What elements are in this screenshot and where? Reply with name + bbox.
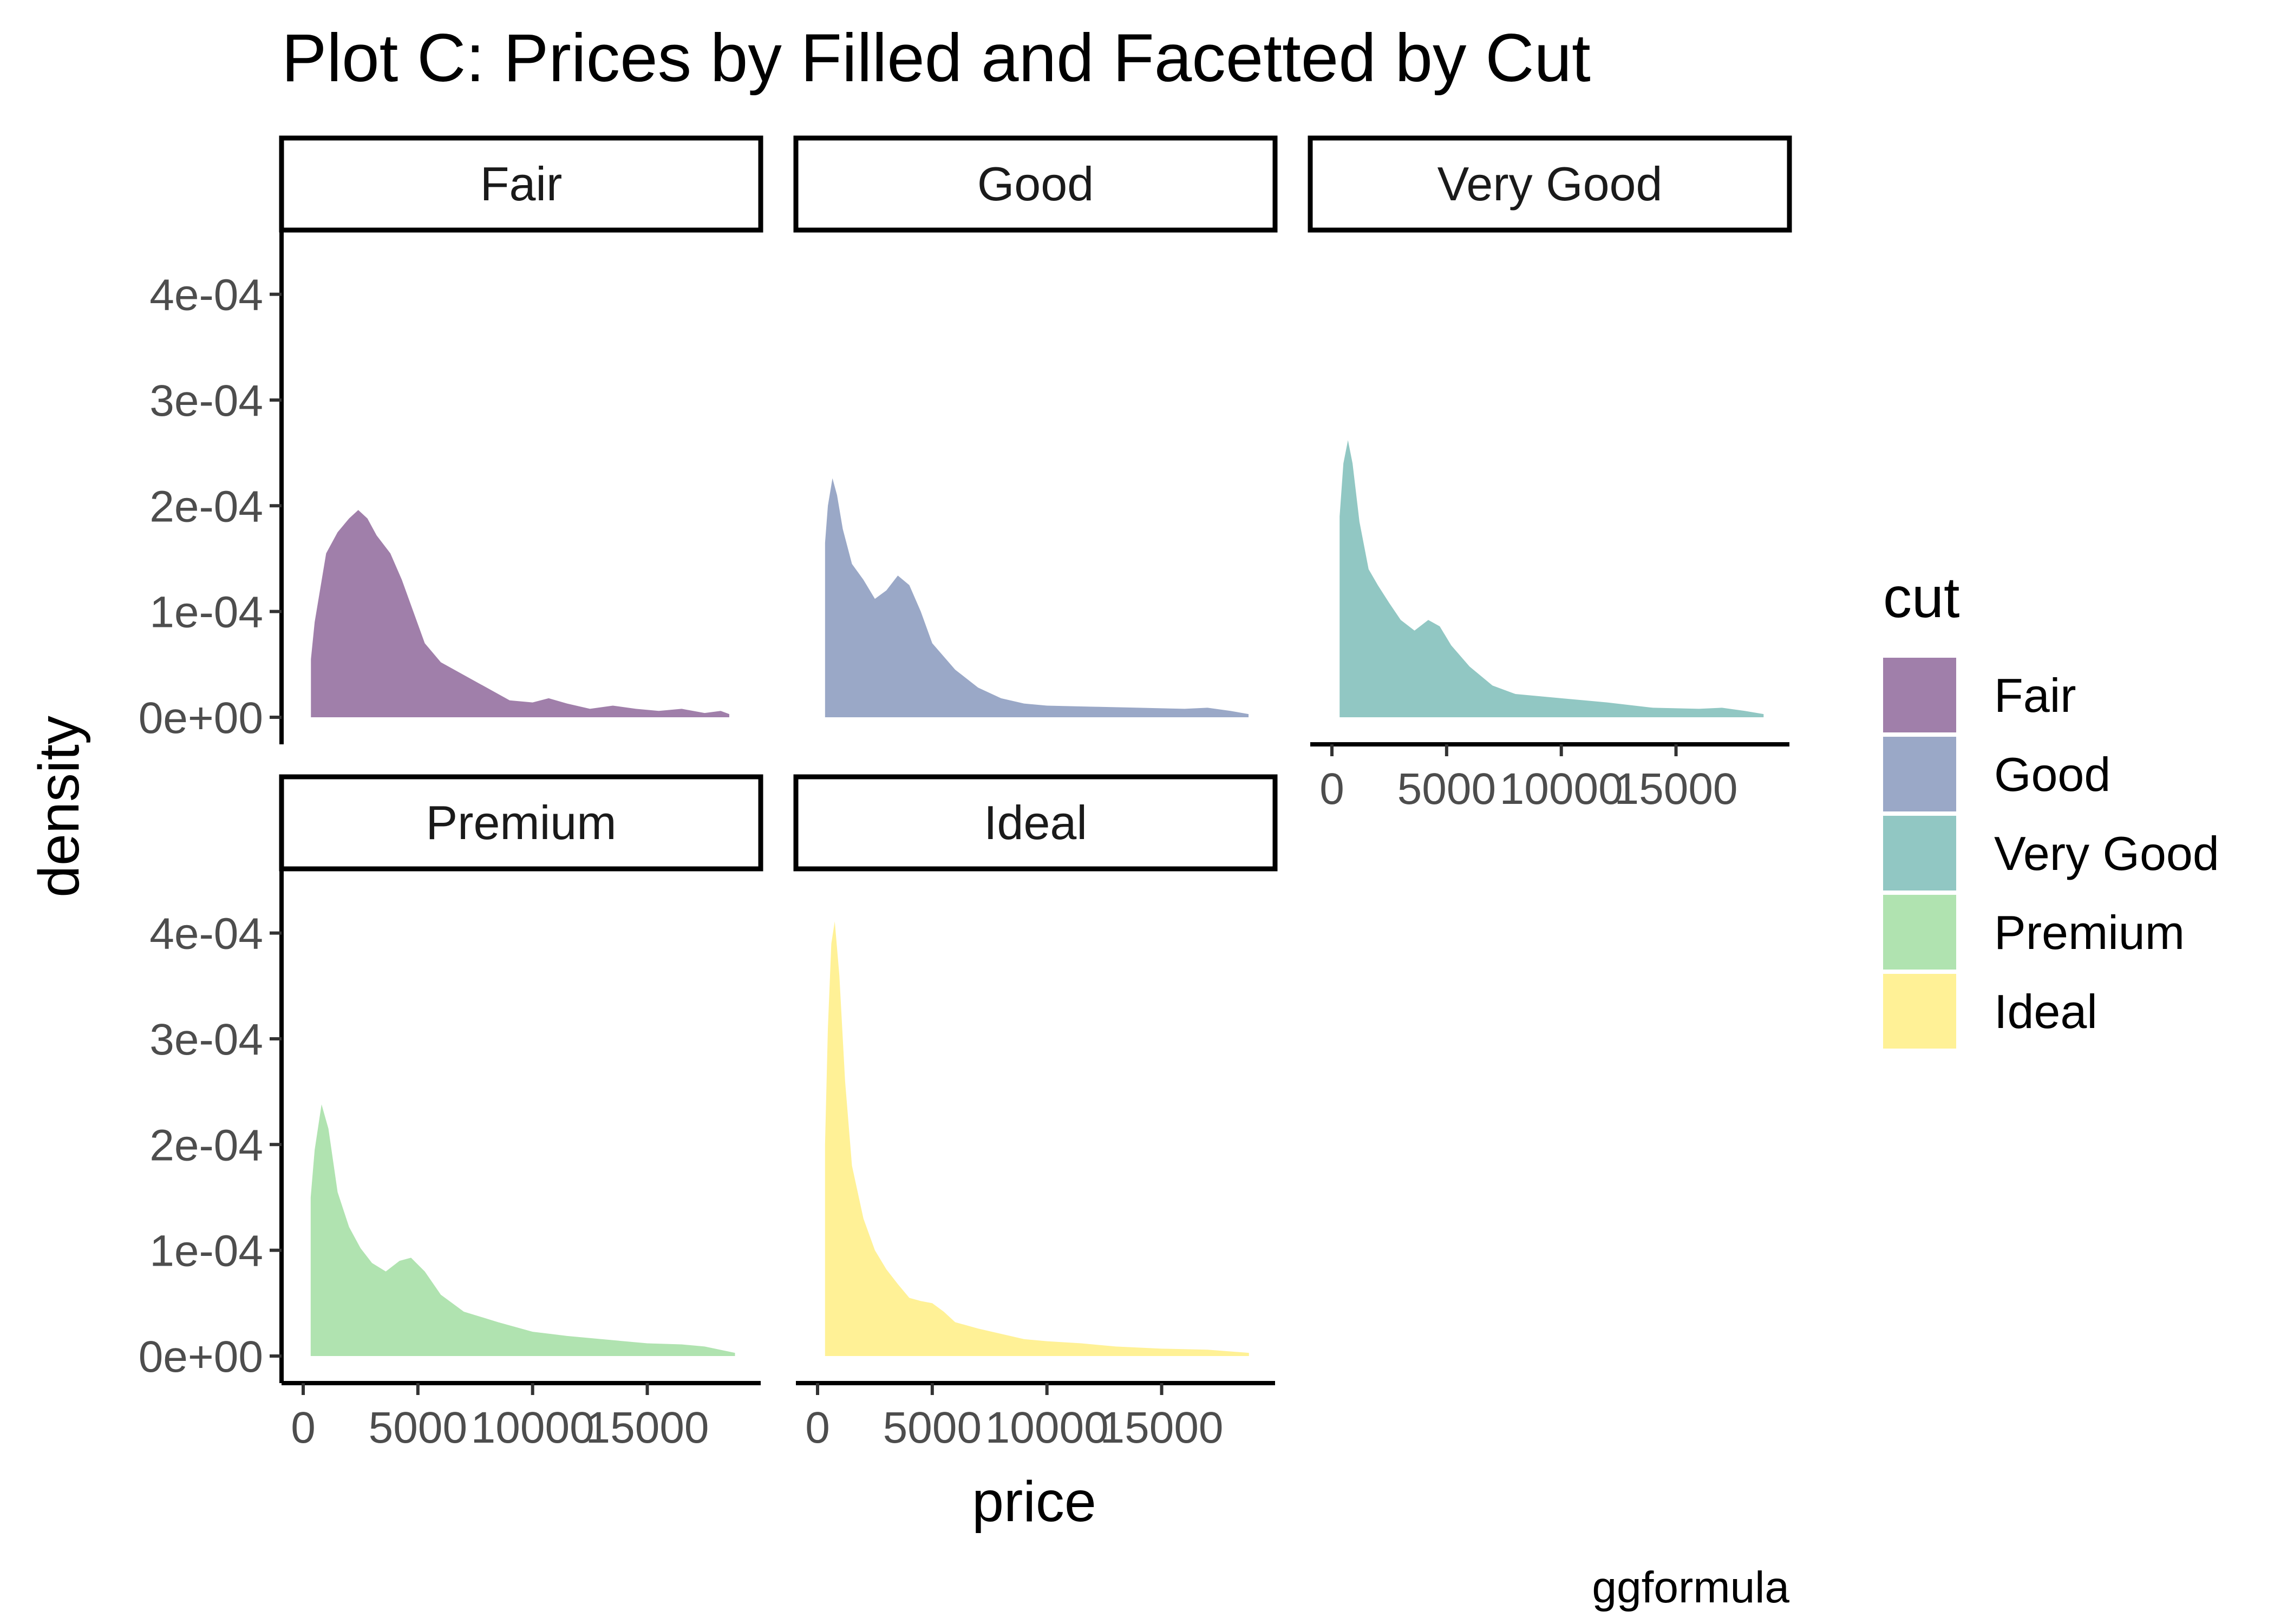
legend-key <box>1883 816 1956 890</box>
y-tick-label: 2e-04 <box>149 1121 263 1170</box>
facet-strip <box>279 774 763 872</box>
y-tick-label: 3e-04 <box>149 376 263 425</box>
legend-item-ideal: Ideal <box>1883 974 2097 1049</box>
legend-item-fair: Fair <box>1883 658 2076 732</box>
y-tick-label: 2e-04 <box>149 482 263 531</box>
legend-label: Premium <box>1994 906 2185 959</box>
facet-strip-label: Very Good <box>1437 157 1663 211</box>
legend-label: Ideal <box>1994 985 2097 1038</box>
x-tick-label: 10000 <box>985 1403 1109 1452</box>
density-area-ideal <box>825 921 1249 1356</box>
density-area-good <box>825 478 1249 717</box>
x-tick-label: 0 <box>291 1403 316 1452</box>
facet-panels: Fair 0e+00 1e-04 2e-04 3e-04 4e-04 Good Very Go… <box>139 135 1792 1452</box>
legend-item-good: Good <box>1883 737 2110 811</box>
x-tick-label: 5000 <box>1397 764 1496 814</box>
facet-strip <box>1308 135 1792 233</box>
y-axis-title: density <box>27 716 91 898</box>
y-tick-label: 3e-04 <box>149 1015 263 1064</box>
facet-strip-label: Ideal <box>984 796 1087 849</box>
x-tick-label: 15000 <box>1615 764 1738 814</box>
facet-strip <box>279 135 763 233</box>
chart-caption: ggformula <box>1592 1563 1789 1612</box>
facet-panel-premium: Premium 0e+00 1e-04 2e-04 3e-04 4e-04 0 5000 100… <box>139 774 763 1452</box>
y-tick-label: 0e+00 <box>139 693 263 743</box>
facet-strip <box>793 135 1278 233</box>
x-axis-title: price <box>972 1470 1096 1534</box>
legend-item-very-good: Very Good <box>1883 816 2219 890</box>
facet-strip-label: Good <box>977 157 1094 211</box>
x-tick-label: 0 <box>805 1403 830 1452</box>
legend-item-premium: Premium <box>1883 895 2185 970</box>
legend-title: cut <box>1883 566 1959 630</box>
x-tick-label: 15000 <box>586 1403 709 1452</box>
y-tick-label: 4e-04 <box>149 271 263 320</box>
legend-label: Fair <box>1994 669 2076 722</box>
x-tick-label: 10000 <box>471 1403 594 1452</box>
legend-key <box>1883 895 1956 970</box>
x-tick-label: 15000 <box>1100 1403 1224 1452</box>
y-tick-label: 1e-04 <box>149 1227 263 1276</box>
facet-strip-label: Fair <box>480 157 563 211</box>
legend-key <box>1883 658 1956 732</box>
legend-key <box>1883 974 1956 1049</box>
y-tick-label: 0e+00 <box>139 1332 263 1381</box>
facet-panel-fair: Fair 0e+00 1e-04 2e-04 3e-04 4e-04 <box>139 135 763 744</box>
density-area-fair <box>311 510 729 717</box>
density-area-very-good <box>1339 440 1764 717</box>
density-area-premium <box>310 1104 735 1356</box>
y-tick-label: 4e-04 <box>149 909 263 959</box>
x-tick-label: 0 <box>1319 764 1344 814</box>
y-tick-label: 1e-04 <box>149 588 263 637</box>
x-tick-label: 5000 <box>883 1403 982 1452</box>
legend-label: Very Good <box>1994 827 2219 880</box>
facet-panel-good: Good <box>793 135 1278 717</box>
facet-strip <box>793 774 1278 872</box>
x-tick-label: 5000 <box>369 1403 467 1452</box>
facet-strip-label: Premium <box>426 796 616 849</box>
legend-key <box>1883 737 1956 811</box>
legend-label: Good <box>1994 748 2110 801</box>
x-tick-label: 10000 <box>1500 764 1623 814</box>
chart-title: Plot C: Prices by Filled and Facetted by… <box>282 21 1591 96</box>
legend: cut Fair Good Very Good Premium Ideal <box>1883 566 2219 1049</box>
